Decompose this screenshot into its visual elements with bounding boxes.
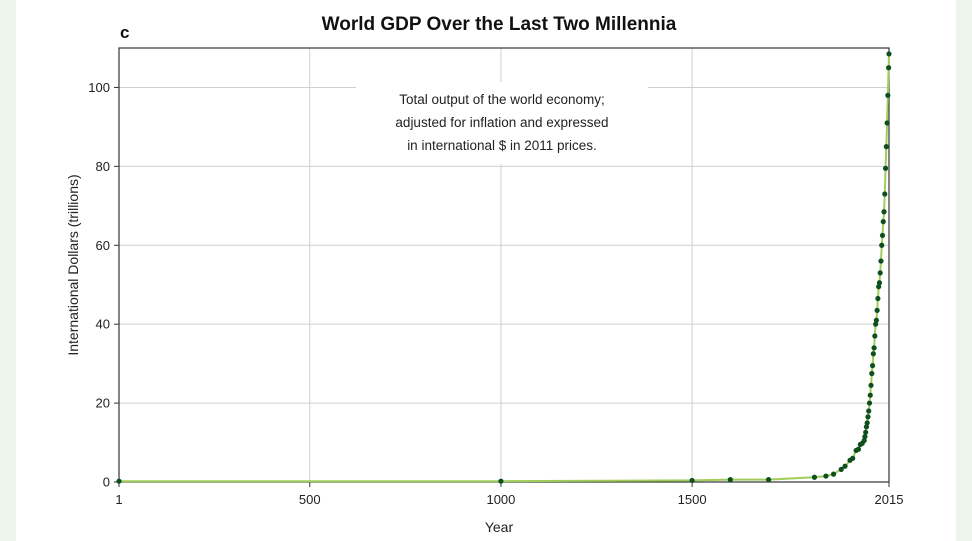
data-point-2000 — [880, 219, 886, 225]
data-point-1935 — [855, 446, 862, 452]
data-point-1000 — [498, 478, 504, 484]
annotation-line-3: in international $ in 2011 prices. — [407, 138, 597, 153]
data-point-1988 — [876, 284, 882, 290]
data-point-2014 — [886, 65, 892, 71]
panel-letter: c — [120, 23, 129, 42]
x-tick-label-1000: 1000 — [486, 492, 515, 507]
data-point-1960 — [865, 414, 871, 420]
data-point-1992 — [877, 270, 883, 276]
data-point-2002 — [881, 209, 887, 215]
data-point-1820 — [811, 474, 818, 480]
data-point-2010 — [884, 120, 890, 126]
data-point-1998 — [879, 232, 886, 239]
y-tick-label-40: 40 — [96, 317, 110, 332]
data-point-1984 — [874, 307, 880, 313]
data-point-1 — [116, 478, 122, 484]
chart-panel: c World GDP Over the Last Two Millennia … — [16, 0, 956, 541]
data-point-1958 — [864, 420, 870, 426]
data-point-1990 — [876, 280, 883, 286]
data-point-1974 — [870, 351, 876, 357]
data-point-1954 — [863, 429, 869, 435]
data-point-1986 — [875, 295, 881, 302]
data-point-1850 — [823, 473, 829, 479]
annotation-line-2: adjusted for inflation and expressed — [395, 115, 608, 130]
data-point-1994 — [878, 258, 884, 264]
data-point-2008 — [883, 144, 889, 150]
annotation-background — [356, 82, 648, 164]
data-point-1964 — [866, 400, 873, 406]
y-tick-label-20: 20 — [96, 396, 110, 411]
data-point-1600 — [727, 477, 733, 483]
annotation-box: Total output of the world economy; adjus… — [356, 82, 648, 164]
data-point-2004 — [882, 191, 888, 197]
data-point-1996 — [879, 242, 885, 248]
data-point-1500 — [689, 477, 695, 484]
x-tick-label-500: 500 — [299, 492, 321, 507]
data-point-1700 — [765, 477, 772, 483]
x-tick-label-2015: 2015 — [875, 492, 904, 507]
data-point-1976 — [871, 345, 877, 351]
data-point-1962 — [866, 408, 872, 414]
data-point-1978 — [872, 333, 878, 339]
data-point-2006 — [882, 165, 889, 171]
y-tick-label-100: 100 — [88, 80, 110, 95]
data-point-1972 — [869, 363, 876, 369]
data-point-1890 — [838, 466, 844, 472]
data-point-2012 — [885, 92, 891, 98]
data-point-1920 — [850, 455, 856, 461]
gdp-chart: c World GDP Over the Last Two Millennia … — [65, 14, 903, 535]
y-tick-label-60: 60 — [96, 238, 110, 253]
annotation-line-1: Total output of the world economy; — [399, 92, 605, 107]
data-point-1900 — [842, 463, 848, 469]
data-point-1970 — [869, 370, 875, 377]
data-point-1980 — [873, 321, 879, 327]
data-point-2015 — [886, 51, 892, 57]
data-point-1966 — [867, 392, 873, 398]
data-point-1982 — [873, 317, 879, 323]
data-point-1968 — [868, 382, 874, 388]
data-point-1956 — [863, 424, 870, 430]
data-point-1950 — [861, 437, 867, 444]
y-axis-label: International Dollars (trillions) — [65, 174, 81, 355]
data-point-1952 — [862, 434, 868, 440]
y-tick-label-0: 0 — [103, 475, 110, 490]
data-point-1870 — [830, 471, 837, 477]
y-tick-label-80: 80 — [96, 159, 110, 174]
chart-title: World GDP Over the Last Two Millennia — [322, 14, 677, 35]
x-tick-label-1500: 1500 — [678, 492, 707, 507]
series-layer — [116, 51, 892, 484]
x-tick-label-1: 1 — [115, 492, 122, 507]
x-axis-label: Year — [485, 519, 514, 535]
